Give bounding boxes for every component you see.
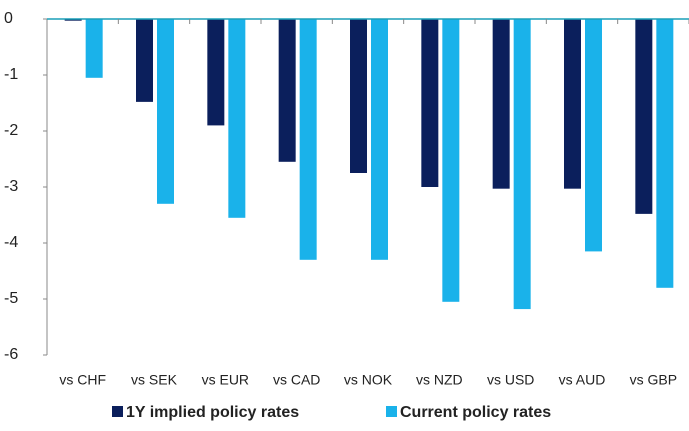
- bar: [85, 19, 103, 78]
- legend-swatch: [112, 406, 123, 417]
- bar: [350, 19, 367, 173]
- bar: [299, 19, 317, 260]
- y-tick-label: -6: [4, 346, 18, 363]
- x-tick-label: vs CHF: [59, 372, 106, 388]
- x-tick-label: vs USD: [487, 372, 534, 388]
- legend-label: Current policy rates: [400, 404, 551, 421]
- x-tick-label: vs NZD: [416, 372, 463, 388]
- x-tick-label: vs AUD: [559, 372, 606, 388]
- bar: [513, 19, 531, 310]
- bar: [278, 19, 296, 162]
- x-tick-label: vs SEK: [131, 372, 178, 388]
- y-tick-label: -2: [4, 122, 18, 139]
- y-tick-label: 0: [4, 10, 13, 27]
- y-tick-label: -4: [4, 234, 18, 251]
- x-tick-label: vs CAD: [273, 372, 320, 388]
- bar: [564, 19, 581, 189]
- y-tick-label: -1: [4, 66, 18, 83]
- bar: [136, 19, 153, 102]
- bar: [656, 19, 674, 288]
- x-tick-label: vs NOK: [344, 372, 393, 388]
- bar: [421, 19, 439, 187]
- bar: [371, 19, 388, 260]
- bar: [585, 19, 602, 252]
- legend-swatch: [386, 406, 397, 417]
- bar: [228, 19, 246, 218]
- x-tick-label: vs GBP: [630, 372, 677, 388]
- y-tick-label: -5: [4, 290, 18, 307]
- bar: [442, 19, 460, 302]
- bar: [492, 19, 510, 189]
- legend-label: 1Y implied policy rates: [126, 404, 299, 421]
- bar: [64, 19, 82, 21]
- y-tick-label: -3: [4, 178, 18, 195]
- x-tick-label: vs EUR: [202, 372, 249, 388]
- bar: [207, 19, 225, 126]
- bar: [157, 19, 174, 204]
- bar: [635, 19, 653, 214]
